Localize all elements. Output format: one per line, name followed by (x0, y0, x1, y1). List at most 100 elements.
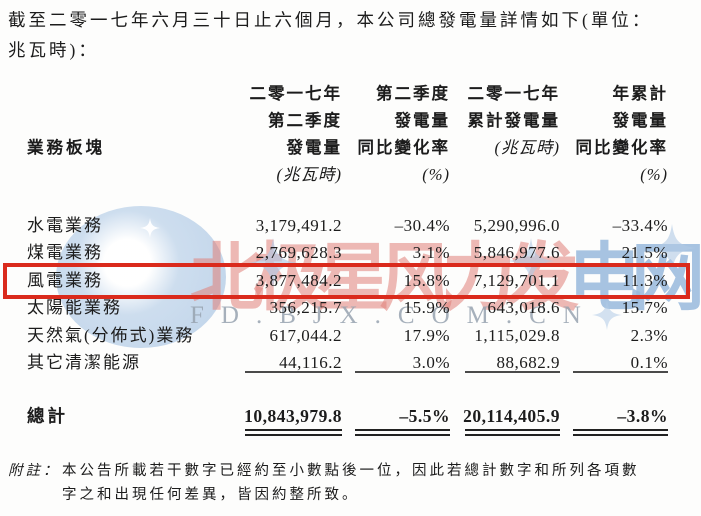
total-underline (465, 429, 560, 432)
footnote-line-1: 本公告所載若干數字已經約至小數點後一位，因此若總計數字和所列各項數 (62, 463, 640, 479)
header-unit: (兆瓦時) (494, 138, 560, 157)
row-label: 水電業務 (27, 216, 103, 235)
column-header-ytd-generation: 二零一七年 累計發電量 (兆瓦時) (468, 80, 561, 161)
total-underline (573, 434, 668, 436)
header-line: 年累計 (612, 84, 668, 103)
watermark-brand-text: 北 极 星 风 力 发 电 网 (190, 232, 701, 324)
sparkle-star-icon (140, 218, 160, 238)
watermark-char: 电 (568, 235, 642, 321)
q2-generation-value: 3,877,484.2 (255, 270, 342, 290)
ytd-generation-value: 1,115,029.8 (474, 325, 560, 345)
table-row-other-clean-energy: 其它清潔能源 44,116.2 3.0% 88,682.9 0.1% (27, 349, 668, 376)
q2-generation-value: 44,116.2 (279, 352, 342, 372)
ytd-generation-value: 5,290,996.0 (473, 216, 560, 235)
table-row-total: 總計 10,843,979.8 –5.5% 20,114,405.9 –3.8% (27, 403, 668, 429)
title-line-1: 截至二零一七年六月三十日止六個月，本公司總發電量詳情如下(單位： (8, 10, 653, 30)
table-row-hydro: 水電業務 3,179,491.2 –30.4% 5,290,996.0 –33.… (27, 212, 668, 239)
footnote-line-2: 字之和出現任何差異，皆因約整所致。 (62, 486, 360, 503)
footnote-label: 附註： (8, 463, 61, 479)
total-label: 總計 (27, 406, 68, 426)
total-q2-yoy-value: –5.5% (399, 406, 450, 426)
q2-generation-value: 2,769,628.3 (255, 243, 342, 263)
total-underline (355, 434, 450, 436)
sparkle-star-icon (648, 224, 696, 272)
ytd-yoy-value: 0.1% (630, 352, 668, 372)
column-header-business-segment: 業務板塊 (27, 138, 105, 157)
watermark-char: 风 (379, 235, 453, 321)
header-line: 第二季度 (268, 111, 342, 130)
watermark-char: 极 (253, 235, 327, 321)
q2-generation-value: 356,215.7 (269, 298, 342, 318)
q2-generation-value: 3,179,491.2 (255, 216, 342, 235)
q2-yoy-value: 15.8% (403, 270, 450, 290)
header-unit: (%) (422, 165, 450, 184)
watermark-char: 星 (316, 235, 390, 321)
column-divider-line (573, 371, 668, 373)
total-underline (573, 429, 668, 432)
q2-yoy-value: 3.0% (412, 352, 450, 372)
ytd-yoy-value: 21.5% (621, 243, 668, 263)
title-line-2: 兆瓦時)： (8, 40, 99, 60)
total-underline (355, 429, 450, 432)
header-line: 累計發電量 (467, 111, 560, 130)
ytd-yoy-value: 15.7% (621, 298, 668, 318)
column-divider-line (465, 371, 560, 373)
q2-yoy-value: 3.1% (412, 243, 450, 263)
q2-yoy-value: 15.9% (403, 298, 450, 318)
sparkle-star-icon (96, 240, 140, 284)
table-row-solar: 太陽能業務 356,215.7 15.9% 643,018.6 15.7% (27, 294, 668, 321)
table-body: 水電業務 3,179,491.2 –30.4% 5,290,996.0 –33.… (27, 212, 668, 376)
column-divider-line (245, 371, 342, 373)
watermark-char: 北 (190, 235, 264, 321)
header-line: 發電量 (286, 138, 342, 157)
row-label: 天然氣(分佈式)業務 (27, 325, 195, 345)
column-header-ytd-yoy: 年累計 發電量 同比變化率 (%) (576, 80, 669, 188)
column-divider-line (355, 371, 450, 373)
ytd-generation-value: 88,682.9 (496, 352, 560, 372)
header-line: 同比變化率 (357, 138, 450, 157)
footnote: 附註： 本公告所載若干數字已經約至小數點後一位，因此若總計數字和所列各項數 字之… (8, 460, 693, 507)
table-row-natural-gas: 天然氣(分佈式)業務 617,044.2 17.9% 1,115,029.8 2… (27, 322, 668, 349)
sparkle-star-icon (508, 238, 554, 284)
ytd-yoy-value: 11.3% (622, 270, 668, 290)
header-unit: (%) (640, 165, 668, 184)
total-ytd-yoy-value: –3.8% (617, 406, 668, 426)
column-header-q2-yoy: 第二季度 發電量 同比變化率 (%) (358, 80, 451, 188)
watermark-url-text: FD.BJX.COM.CN (190, 302, 598, 329)
watermark-char: 力 (442, 235, 516, 321)
ytd-generation-value: 5,846,977.6 (473, 243, 560, 263)
q2-yoy-value: –30.4% (394, 216, 450, 235)
header-line: 同比變化率 (575, 138, 668, 157)
header-line: 第二季度 (376, 84, 450, 103)
q2-yoy-value: 17.9% (403, 325, 450, 345)
table-row-coal: 煤電業務 2,769,628.3 3.1% 5,846,977.6 21.5% (27, 239, 668, 266)
header-line: 二零一七年 (467, 84, 560, 103)
ytd-generation-value: 7,129,701.1 (473, 270, 560, 290)
total-underline (245, 429, 342, 432)
ytd-yoy-value: –33.4% (612, 216, 668, 235)
total-ytd-generation-value: 20,114,405.9 (463, 406, 560, 426)
header-unit: (兆瓦時) (276, 165, 342, 184)
column-header-q2-generation: 二零一七年 第二季度 發電量 (兆瓦時) (250, 80, 343, 188)
footnote-body: 本公告所載若干數字已經約至小數點後一位，因此若總計數字和所列各項數 字之和出現任… (62, 460, 693, 507)
row-label: 其它清潔能源 (27, 352, 141, 372)
highlight-box-wind-row (3, 263, 690, 299)
watermark-char: 发 (505, 235, 579, 321)
bjx-logo-circle-icon (56, 206, 226, 348)
header-line: 發電量 (394, 111, 450, 130)
q2-generation-value: 617,044.2 (269, 325, 342, 345)
total-q2-generation-value: 10,843,979.8 (244, 406, 342, 426)
page-title: 截至二零一七年六月三十日止六個月，本公司總發電量詳情如下(單位： 兆瓦時)： (8, 5, 695, 65)
total-underline (245, 434, 342, 436)
total-underline (465, 434, 560, 436)
sparkle-star-icon (592, 300, 622, 330)
row-label: 煤電業務 (27, 243, 103, 263)
header-line: 發電量 (612, 111, 668, 130)
ytd-generation-value: 643,018.6 (487, 298, 560, 318)
row-label: 風電業務 (27, 270, 103, 290)
ytd-yoy-value: 2.3% (630, 325, 668, 345)
header-line: 二零一七年 (249, 84, 342, 103)
